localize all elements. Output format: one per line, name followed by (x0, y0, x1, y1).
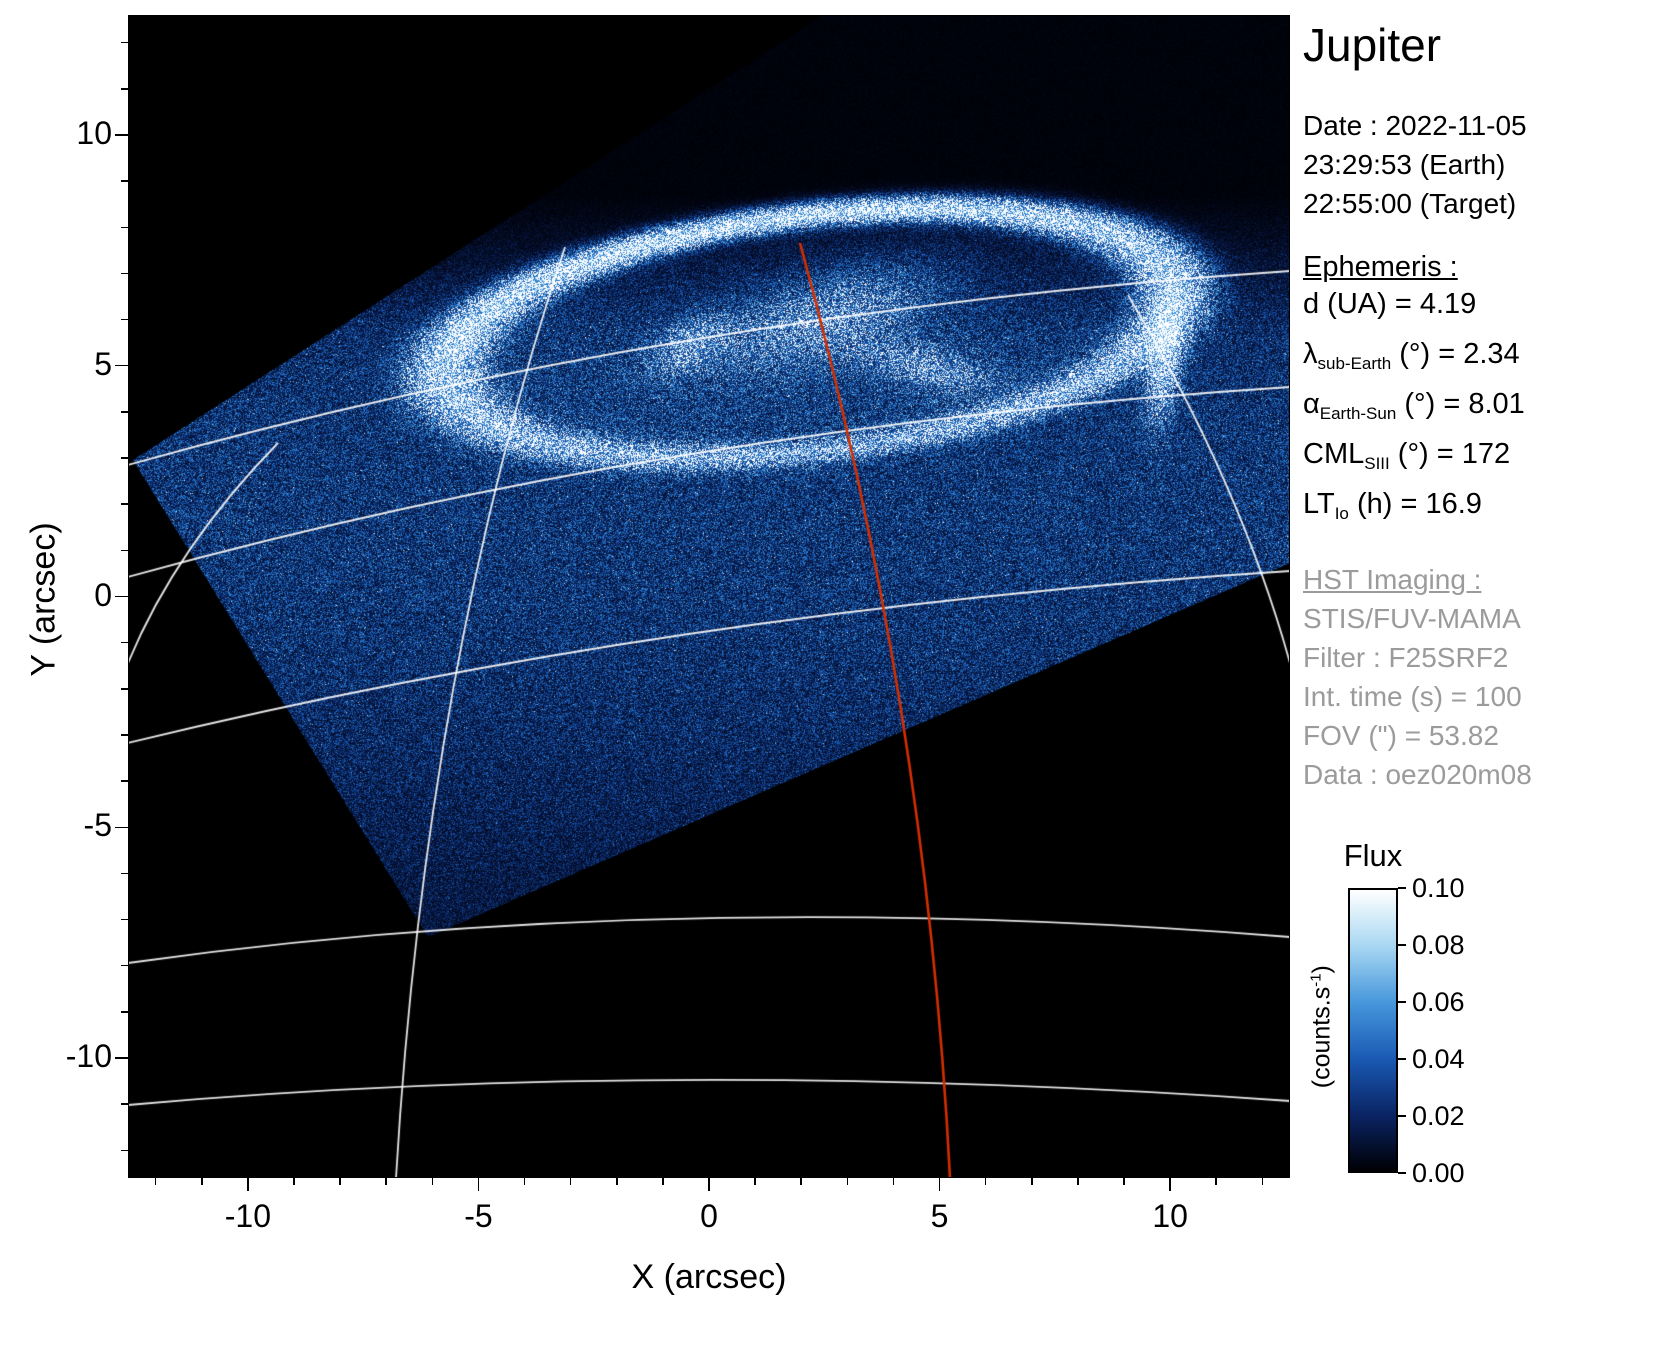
x-tick-label: 0 (664, 1198, 754, 1235)
x-tick (754, 1178, 756, 1185)
x-tick (708, 1178, 710, 1191)
y-tick-label: -5 (16, 807, 112, 844)
ephemeris-row-cml: CMLSIII (°) = 172 (1303, 434, 1675, 484)
x-tick (1031, 1178, 1033, 1185)
y-tick (121, 503, 128, 505)
colorbar-tick (1398, 1172, 1406, 1174)
figure: X (arcsec) Y (arcsec) Jupiter Date : 202… (0, 0, 1676, 1367)
y-tick (121, 965, 128, 967)
y-tick-label: -10 (16, 1038, 112, 1075)
x-tick-label: -10 (203, 1198, 293, 1235)
page-title: Jupiter (1303, 18, 1675, 72)
x-tick (800, 1178, 802, 1185)
y-tick (121, 780, 128, 782)
y-tick (121, 734, 128, 736)
colorbar-tick-label: 0.10 (1412, 873, 1465, 904)
colorbar-units-label: (counts.s-1) (1307, 942, 1336, 1112)
x-tick (1123, 1178, 1125, 1185)
x-tick (524, 1178, 526, 1185)
hst-instrument: STIS/FUV-MAMA (1303, 599, 1675, 638)
x-tick (432, 1178, 434, 1185)
ephemeris-row-distance: d (UA) = 4.19 (1303, 284, 1675, 334)
colorbar-tick (1398, 1001, 1406, 1003)
y-tick (121, 1103, 128, 1105)
y-tick (121, 919, 128, 921)
ephemeris-heading: Ephemeris : (1303, 251, 1675, 284)
y-tick (121, 319, 128, 321)
y-tick-label: 0 (16, 577, 112, 614)
x-tick (939, 1178, 941, 1191)
y-tick (121, 42, 128, 44)
hst-fov: FOV (") = 53.82 (1303, 716, 1675, 755)
time-earth: 23:29:53 (Earth) (1303, 145, 1675, 184)
colorbar-title: Flux (1318, 838, 1428, 874)
colorbar-tick-label: 0.08 (1412, 930, 1465, 961)
x-tick (155, 1178, 157, 1185)
colorbar-tick-label: 0.06 (1412, 987, 1465, 1018)
y-tick (115, 365, 128, 367)
colorbar-tick-label: 0.04 (1412, 1044, 1465, 1075)
colorbar-tick-label: 0.00 (1412, 1158, 1465, 1189)
x-tick (293, 1178, 295, 1185)
y-tick (115, 134, 128, 136)
y-tick (121, 1150, 128, 1152)
x-tick (985, 1178, 987, 1185)
hst-int-time: Int. time (s) = 100 (1303, 677, 1675, 716)
y-tick (121, 180, 128, 182)
y-tick (121, 273, 128, 275)
x-tick (570, 1178, 572, 1185)
ephemeris-list: d (UA) = 4.19 λsub-Earth (°) = 2.34 αEar… (1303, 284, 1675, 534)
y-tick (121, 227, 128, 229)
y-tick (121, 873, 128, 875)
y-tick-label: 5 (16, 346, 112, 383)
x-tick (1169, 1178, 1171, 1191)
x-axis-title: X (arcsec) (128, 1258, 1290, 1297)
ephemeris-row-alpha: αEarth-Sun (°) = 8.01 (1303, 384, 1675, 434)
colorbar-tick (1398, 887, 1406, 889)
observation-time-block: Date : 2022-11-05 23:29:53 (Earth) 22:55… (1303, 106, 1675, 223)
colorbar-tick (1398, 944, 1406, 946)
y-tick (121, 688, 128, 690)
aurora-image-canvas (128, 15, 1290, 1178)
ephemeris-row-lt-io: LTIo (h) = 16.9 (1303, 484, 1675, 534)
y-tick (115, 596, 128, 598)
colorbar (1348, 888, 1398, 1173)
x-tick (478, 1178, 480, 1191)
x-tick (847, 1178, 849, 1185)
ephemeris-row-lambda: λsub-Earth (°) = 2.34 (1303, 334, 1675, 384)
time-target: 22:55:00 (Target) (1303, 184, 1675, 223)
x-tick (1215, 1178, 1217, 1185)
hst-filter: Filter : F25SRF2 (1303, 638, 1675, 677)
y-tick (115, 827, 128, 829)
y-tick (121, 457, 128, 459)
x-tick (616, 1178, 618, 1185)
hst-imaging-heading: HST Imaging : (1303, 560, 1675, 599)
info-panel: Jupiter Date : 2022-11-05 23:29:53 (Eart… (1303, 0, 1675, 794)
x-tick (662, 1178, 664, 1185)
y-tick-label: 10 (16, 115, 112, 152)
hst-data-id: Data : oez020m08 (1303, 755, 1675, 794)
x-tick (1077, 1178, 1079, 1185)
colorbar-tick (1398, 1115, 1406, 1117)
hst-imaging-block: HST Imaging : STIS/FUV-MAMA Filter : F25… (1303, 560, 1675, 794)
x-tick (247, 1178, 249, 1191)
y-tick (121, 1011, 128, 1013)
colorbar-tick (1398, 1058, 1406, 1060)
x-tick (1262, 1178, 1264, 1185)
x-tick (201, 1178, 203, 1185)
x-tick (339, 1178, 341, 1185)
colorbar-tick-label: 0.02 (1412, 1101, 1465, 1132)
x-tick-label: 10 (1125, 1198, 1215, 1235)
y-tick (115, 1057, 128, 1059)
y-tick (121, 642, 128, 644)
y-tick (121, 550, 128, 552)
x-tick (385, 1178, 387, 1185)
x-tick-label: -5 (433, 1198, 523, 1235)
y-tick (121, 88, 128, 90)
y-tick (121, 411, 128, 413)
x-tick-label: 5 (895, 1198, 985, 1235)
x-tick (893, 1178, 895, 1185)
date-line: Date : 2022-11-05 (1303, 106, 1675, 145)
